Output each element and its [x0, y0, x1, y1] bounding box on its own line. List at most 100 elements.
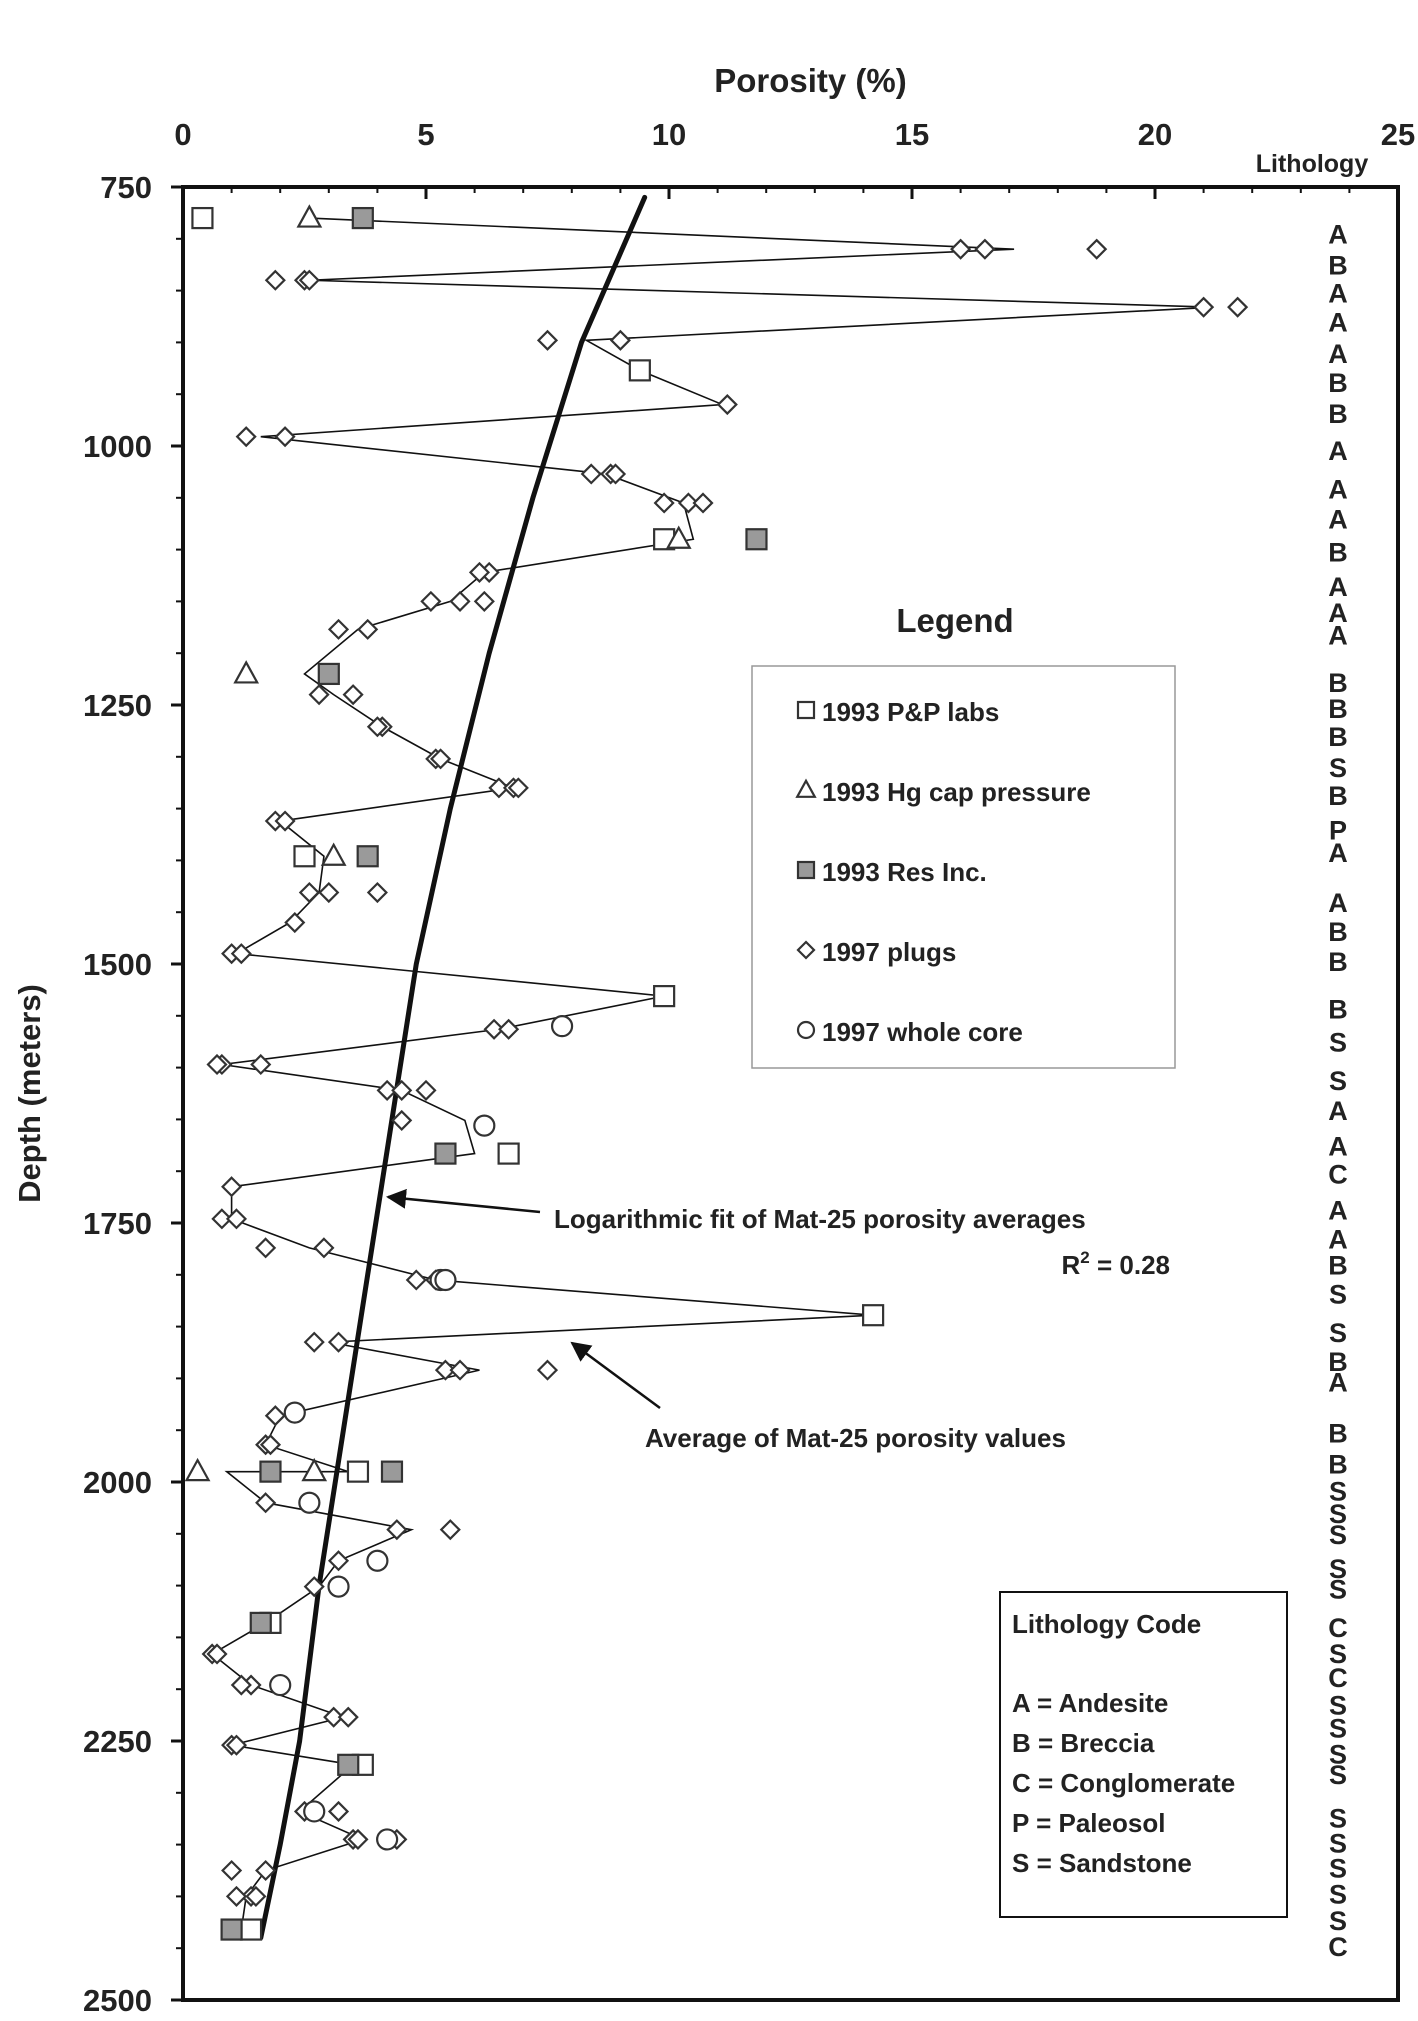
lithology-code: C — [1328, 1613, 1348, 1643]
data-point — [327, 1800, 350, 1823]
lithology-code: S — [1329, 1279, 1347, 1309]
lithology-code: B — [1328, 1418, 1348, 1448]
lithology-code-title: Lithology Code — [1012, 1609, 1201, 1639]
data-point — [420, 590, 442, 612]
lithology-code: B — [1328, 1250, 1348, 1280]
data-point — [274, 426, 296, 448]
data-point — [628, 359, 651, 382]
data-point — [301, 1457, 328, 1482]
y-tick-label: 1250 — [83, 688, 152, 723]
legend-marker — [795, 778, 817, 798]
lithology-code: S — [1329, 1639, 1347, 1669]
data-point — [439, 1519, 461, 1541]
series-1993-res-inc- — [220, 206, 768, 1941]
data-point — [347, 1828, 369, 1850]
data-point — [483, 1018, 505, 1040]
data-point — [264, 269, 286, 291]
lithology-code: S — [1329, 1476, 1347, 1506]
data-points — [184, 204, 1249, 1941]
lithology-code-item: B = Breccia — [1012, 1728, 1155, 1758]
lithology-code: P — [1329, 815, 1347, 845]
legend-marker — [796, 700, 816, 720]
data-point — [449, 590, 471, 612]
lithology-code: S — [1329, 1714, 1347, 1744]
lithology-code: A — [1328, 621, 1348, 651]
lithology-code: C — [1328, 1663, 1348, 1693]
data-point — [298, 269, 320, 291]
x-tick-label: 0 — [174, 117, 191, 152]
r-squared-value: = 0.28 — [1090, 1250, 1170, 1280]
lithology-code: S — [1329, 1499, 1347, 1529]
lithology-code: S — [1329, 1804, 1347, 1834]
lithology-code: B — [1328, 917, 1348, 947]
lithology-code: A — [1328, 220, 1348, 250]
data-point — [308, 684, 330, 706]
data-point — [298, 1491, 321, 1514]
data-point — [609, 329, 631, 351]
lithology-code-frame — [999, 1591, 1288, 1918]
data-point — [468, 561, 491, 583]
data-point — [337, 1706, 359, 1728]
x-tick-label: 5 — [417, 117, 434, 152]
data-point — [296, 204, 323, 228]
lithology-code: S — [1329, 1691, 1347, 1721]
legend-marker — [796, 860, 816, 880]
series-1997-whole-core — [269, 1015, 574, 1851]
y-tick-label: 1500 — [83, 947, 152, 982]
legend-label: 1997 whole core — [822, 1017, 1023, 1047]
data-point — [430, 748, 452, 770]
data-point — [211, 1208, 233, 1230]
x-tick-label: 20 — [1138, 117, 1172, 152]
data-point — [716, 394, 738, 416]
average-annotation-label: Average of Mat-25 porosity values — [645, 1423, 1066, 1453]
data-point — [342, 684, 364, 706]
lithology-code-item: C = Conglomerate — [1012, 1768, 1235, 1798]
data-point — [235, 426, 257, 448]
series-1993-hg-cap-pressure — [184, 204, 692, 1482]
lithology-code: S — [1329, 1520, 1347, 1550]
legend-label: 1997 plugs — [822, 937, 956, 967]
lithology-code: A — [1328, 474, 1348, 504]
data-point — [255, 1492, 277, 1514]
series-1993-p-p-labs — [191, 206, 885, 1941]
lithology-column: LithologyABAAABBAAABAAABBBSBPAABBBSSAACA… — [1256, 150, 1369, 1962]
data-point — [536, 329, 559, 351]
data-point — [313, 1237, 335, 1259]
data-point — [677, 492, 699, 514]
legend-marker — [796, 940, 816, 960]
fit-curve-line — [258, 194, 648, 1941]
lithology-code: B — [1328, 1347, 1348, 1377]
data-point — [327, 618, 350, 640]
lithology-code: S — [1329, 1853, 1347, 1883]
data-point — [473, 590, 495, 612]
lithology-code: S — [1329, 1760, 1347, 1790]
lithology-code: A — [1328, 1368, 1348, 1398]
data-point — [653, 985, 676, 1008]
data-point — [950, 238, 972, 260]
data-point — [692, 492, 714, 514]
r-squared-letter: R — [1062, 1250, 1081, 1280]
lithology-code: S — [1329, 1318, 1347, 1348]
lithology-code: A — [1328, 888, 1348, 918]
lithology-code: S — [1329, 1906, 1347, 1936]
legend-label: 1993 Res Inc. — [822, 857, 987, 887]
y-tick-label: 1000 — [83, 429, 152, 464]
lithology-code: A — [1328, 339, 1348, 369]
data-point — [250, 1053, 272, 1076]
annotations: Logarithmic fit of Mat-25 porosity avera… — [386, 1188, 1170, 1453]
lithology-code: B — [1328, 694, 1348, 724]
data-point — [184, 1457, 211, 1482]
data-point — [745, 528, 768, 551]
data-point — [1193, 296, 1215, 318]
lithology-code: B — [1328, 251, 1348, 281]
y-tick-label: 2500 — [83, 1983, 152, 2018]
lithology-code-item: A = Andesite — [1012, 1688, 1168, 1718]
data-point — [255, 1237, 277, 1259]
lithology-code: A — [1328, 838, 1348, 868]
data-point — [391, 1079, 413, 1101]
data-point — [665, 525, 692, 549]
data-point — [303, 1576, 325, 1598]
lithology-code: S — [1329, 1739, 1347, 1769]
lithology-code: B — [1328, 995, 1348, 1025]
